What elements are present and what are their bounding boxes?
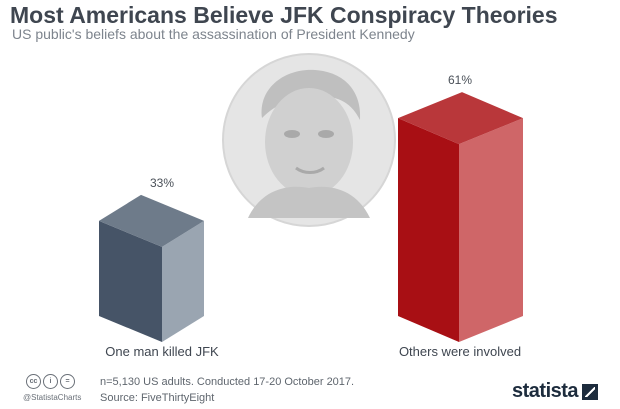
bar-1: 33% One man killed JFK [99,176,219,359]
statista-logo: statista [512,380,599,403]
category-label: Others were involved [399,344,521,359]
chart-title: Most Americans Believe JFK Conspiracy Th… [10,2,558,28]
bar-2: 61% Others were involved [398,73,523,359]
bar-side-face [162,220,204,342]
portrait-illustration [222,53,396,227]
by-icon: i [43,374,58,389]
bar-top-face [99,194,204,247]
statista-handle: @StatistaCharts [23,393,82,402]
chart-subtitle: US public's beliefs about the assassinat… [12,26,415,42]
portrait-shoulders [248,186,370,218]
nd-icon: = [60,374,75,389]
data-label: 61% [448,73,472,87]
bar-side-face [459,118,523,342]
cc-icon: cc [26,374,41,389]
logo-text: statista [512,380,579,402]
category-label: One man killed JFK [105,344,219,359]
logo-mark-icon [582,383,599,400]
bar-front-face [398,118,459,342]
sample-note: n=5,130 US adults. Conducted 17-20 Octob… [100,376,355,388]
portrait-face [265,88,353,196]
data-label: 33% [150,176,174,190]
bar-front-face [99,220,162,342]
source-note: Source: FiveThirtyEight [100,392,215,404]
bar-top-face [398,92,523,145]
license-icons: cc i = [26,374,75,389]
